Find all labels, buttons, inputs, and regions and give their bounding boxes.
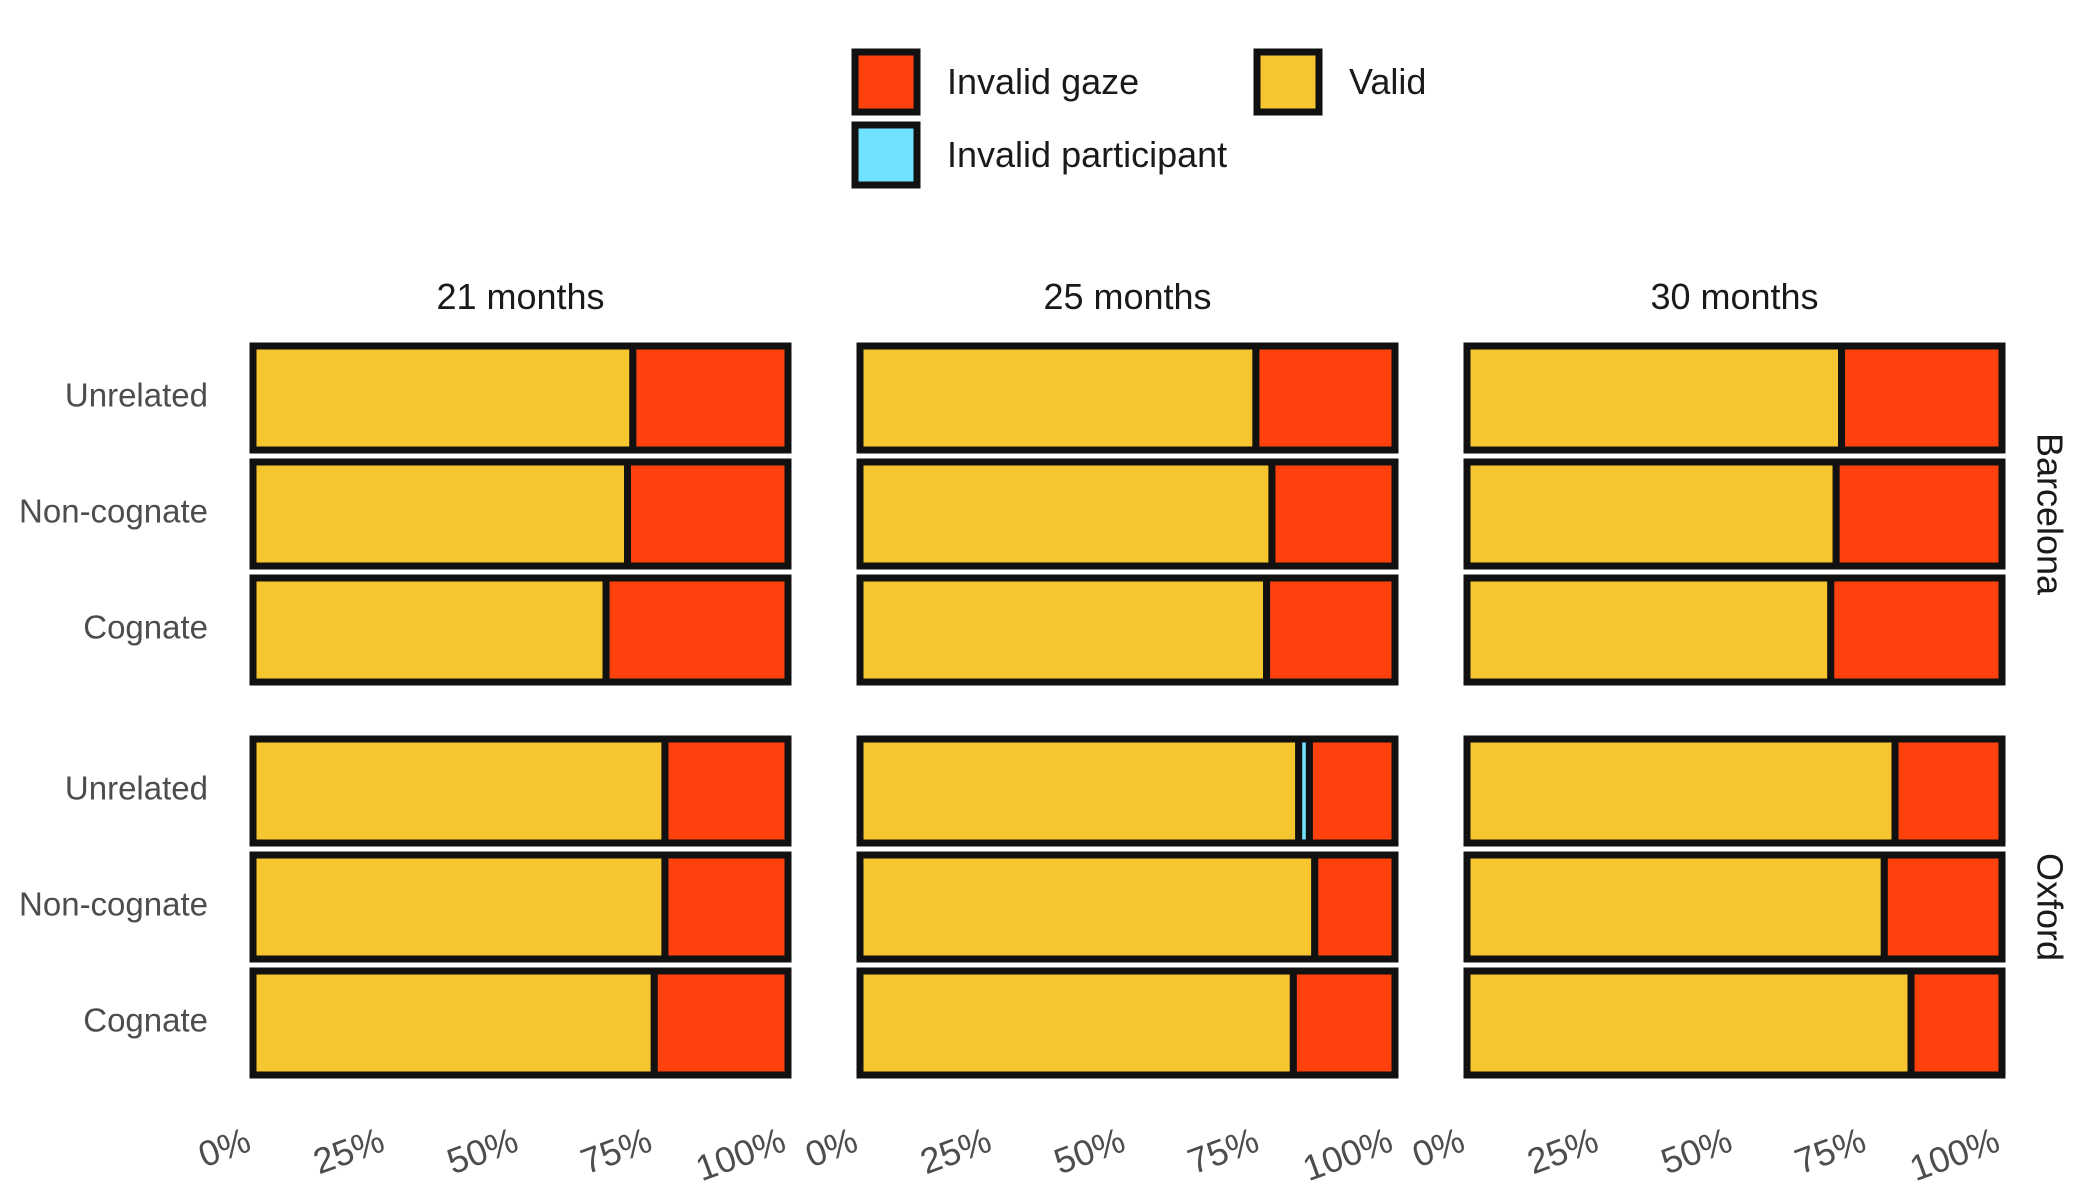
category-label-oxford-unrelated: Unrelated <box>65 770 208 807</box>
x-tick-label-21-months-0: 0% <box>193 1119 256 1175</box>
bar-21-months-barcelona-non-cognate-valid <box>249 458 631 570</box>
bar-30-months-barcelona-non-cognate-valid <box>1463 458 1840 570</box>
category-label-oxford-cognate: Cognate <box>83 1002 208 1039</box>
bar-25-months-oxford-cognate-valid <box>856 967 1297 1079</box>
panel-21-months-oxford <box>249 735 792 1079</box>
x-tick-label-30-months-4: 100% <box>1904 1119 2005 1189</box>
bar-25-months-oxford-non-cognate-valid <box>856 851 1319 963</box>
legend: Invalid gaze Invalid participant Valid <box>851 48 1426 189</box>
bar-21-months-barcelona-non-cognate-invalid-gaze <box>624 458 792 570</box>
x-tick-label-21-months-1: 25% <box>308 1119 390 1182</box>
x-tick-label-21-months-4: 100% <box>690 1119 791 1189</box>
category-label-oxford-non-cognate: Non-cognate <box>19 886 208 923</box>
category-label-barcelona-unrelated: Unrelated <box>65 377 208 414</box>
panel-30-months-oxford <box>1463 735 2006 1079</box>
bar-21-months-barcelona-cognate-invalid-gaze <box>602 574 792 686</box>
x-tick-label-21-months-2: 50% <box>441 1119 523 1182</box>
bar-21-months-barcelona-unrelated-invalid-gaze <box>629 342 792 454</box>
legend-label-valid: Valid <box>1349 61 1426 102</box>
legend-swatch-valid <box>1253 48 1323 116</box>
bar-25-months-oxford-non-cognate-invalid-gaze <box>1311 851 1399 963</box>
category-label-barcelona-cognate: Cognate <box>83 609 208 646</box>
bar-25-months-barcelona-unrelated-invalid-gaze <box>1252 342 1399 454</box>
category-label-barcelona-non-cognate: Non-cognate <box>19 493 208 530</box>
facet-header-30-months: 30 months <box>1650 276 1818 317</box>
facet-row-header-barcelona: Barcelona <box>2029 433 2070 596</box>
legend-swatch-invalid-gaze <box>851 48 921 116</box>
bar-30-months-barcelona-cognate-valid <box>1463 574 1835 686</box>
bar-25-months-barcelona-unrelated-valid <box>856 342 1260 454</box>
panel-21-months-barcelona <box>249 342 792 686</box>
x-tick-label-25-months-4: 100% <box>1297 1119 1398 1189</box>
bar-30-months-oxford-cognate-valid <box>1463 967 1915 1079</box>
panel-25-months-barcelona <box>856 342 1399 686</box>
bar-25-months-oxford-unrelated-invalid-gaze <box>1305 735 1399 847</box>
bar-25-months-barcelona-non-cognate-valid <box>856 458 1276 570</box>
bar-21-months-oxford-cognate-valid <box>249 967 658 1079</box>
panel-25-months-oxford <box>856 735 1399 1079</box>
bar-30-months-oxford-non-cognate-valid <box>1463 851 1888 963</box>
facet-column-headers: 21 months 25 months 30 months <box>436 276 1818 317</box>
bar-21-months-oxford-cognate-invalid-gaze <box>650 967 792 1079</box>
legend-swatch-invalid-participant <box>851 121 921 189</box>
facet-row-header-oxford: Oxford <box>2029 853 2070 961</box>
bar-25-months-barcelona-cognate-valid <box>856 574 1271 686</box>
bar-30-months-oxford-unrelated-valid <box>1463 735 1899 847</box>
x-tick-label-25-months-1: 25% <box>915 1119 997 1182</box>
facet-row-headers: Barcelona Oxford <box>2029 433 2070 961</box>
bar-30-months-barcelona-cognate-invalid-gaze <box>1827 574 2006 686</box>
x-tick-label-25-months-2: 50% <box>1048 1119 1130 1182</box>
bar-30-months-oxford-unrelated-invalid-gaze <box>1891 735 2006 847</box>
bar-25-months-oxford-cognate-invalid-gaze <box>1289 967 1399 1079</box>
x-tick-label-30-months-0: 0% <box>1407 1119 1470 1175</box>
x-tick-label-30-months-3: 75% <box>1789 1119 1871 1182</box>
facet-header-25-months: 25 months <box>1043 276 1211 317</box>
panel-30-months-barcelona <box>1463 342 2006 686</box>
x-axes: 0% 25% 50% 75% 100% 0% 25% 50% 75% 100% 0% 25% 50% 75… <box>193 1119 2005 1189</box>
facet-header-21-months: 21 months <box>436 276 604 317</box>
legend-label-invalid-gaze: Invalid gaze <box>947 61 1139 102</box>
category-labels: Unrelated Non-cognate Cognate Unrelated Non-… <box>19 377 208 1039</box>
bar-30-months-barcelona-unrelated-valid <box>1463 342 1845 454</box>
bar-21-months-oxford-unrelated-valid <box>249 735 669 847</box>
facet-panels <box>249 342 2006 1079</box>
bar-30-months-oxford-cognate-invalid-gaze <box>1907 967 2006 1079</box>
bar-25-months-barcelona-cognate-invalid-gaze <box>1263 574 1399 686</box>
legend-label-invalid-participant: Invalid participant <box>947 134 1227 175</box>
bar-21-months-oxford-non-cognate-invalid-gaze <box>661 851 792 963</box>
bar-21-months-oxford-unrelated-invalid-gaze <box>661 735 792 847</box>
x-tick-label-25-months-3: 75% <box>1182 1119 1264 1182</box>
bar-21-months-barcelona-cognate-valid <box>249 574 610 686</box>
x-tick-label-30-months-2: 50% <box>1655 1119 1737 1182</box>
bar-30-months-barcelona-non-cognate-invalid-gaze <box>1832 458 2006 570</box>
bar-25-months-barcelona-non-cognate-invalid-gaze <box>1268 458 1399 570</box>
x-tick-label-21-months-3: 75% <box>575 1119 657 1182</box>
bar-21-months-oxford-non-cognate-valid <box>249 851 669 963</box>
x-tick-label-25-months-0: 0% <box>800 1119 863 1175</box>
bar-30-months-barcelona-unrelated-invalid-gaze <box>1838 342 2006 454</box>
bar-25-months-oxford-unrelated-valid <box>856 735 1303 847</box>
bar-21-months-barcelona-unrelated-valid <box>249 342 637 454</box>
x-tick-label-30-months-1: 25% <box>1522 1119 1604 1182</box>
bar-30-months-oxford-non-cognate-invalid-gaze <box>1880 851 2006 963</box>
